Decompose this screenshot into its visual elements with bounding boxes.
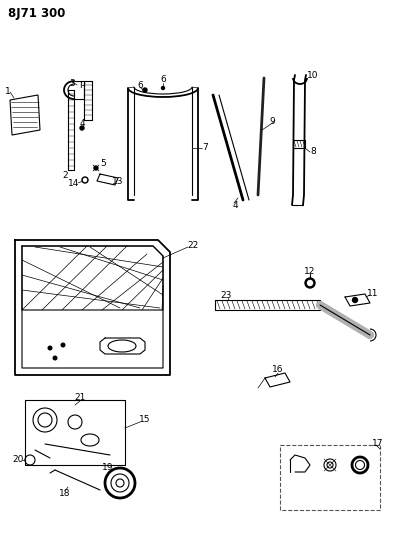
Circle shape <box>162 86 164 90</box>
Text: 18: 18 <box>59 489 71 498</box>
Text: p: p <box>79 78 85 87</box>
Text: 4: 4 <box>79 119 85 128</box>
Text: 19: 19 <box>102 464 114 472</box>
Text: 8J71 300: 8J71 300 <box>8 7 65 20</box>
Text: 7: 7 <box>202 143 208 152</box>
Text: 1: 1 <box>5 87 11 96</box>
Text: 22: 22 <box>187 240 198 249</box>
Text: 13: 13 <box>112 177 124 187</box>
Text: 12: 12 <box>304 266 316 276</box>
Text: 21: 21 <box>74 393 86 402</box>
Text: 3: 3 <box>69 78 75 87</box>
Text: 5: 5 <box>100 159 106 168</box>
Text: 11: 11 <box>367 288 379 297</box>
Text: 15: 15 <box>139 416 151 424</box>
Circle shape <box>83 179 87 182</box>
Text: 6: 6 <box>160 76 166 85</box>
Circle shape <box>80 126 84 130</box>
Text: 8: 8 <box>310 148 316 157</box>
Text: 14: 14 <box>68 179 80 188</box>
Circle shape <box>308 280 312 286</box>
Circle shape <box>61 343 65 347</box>
Circle shape <box>352 297 358 303</box>
Circle shape <box>143 88 147 92</box>
Text: 16: 16 <box>272 366 284 375</box>
Bar <box>280 445 380 510</box>
Circle shape <box>94 166 98 170</box>
Text: 4: 4 <box>232 200 238 209</box>
Circle shape <box>53 356 57 360</box>
Text: 2: 2 <box>62 171 68 180</box>
Text: 6: 6 <box>137 80 143 90</box>
Text: 9: 9 <box>269 117 275 126</box>
Text: 17: 17 <box>372 439 384 448</box>
Text: 20: 20 <box>12 456 24 464</box>
Circle shape <box>82 177 88 183</box>
Text: 10: 10 <box>307 70 319 79</box>
Circle shape <box>48 346 52 350</box>
Circle shape <box>305 278 315 288</box>
Text: 23: 23 <box>220 292 232 301</box>
